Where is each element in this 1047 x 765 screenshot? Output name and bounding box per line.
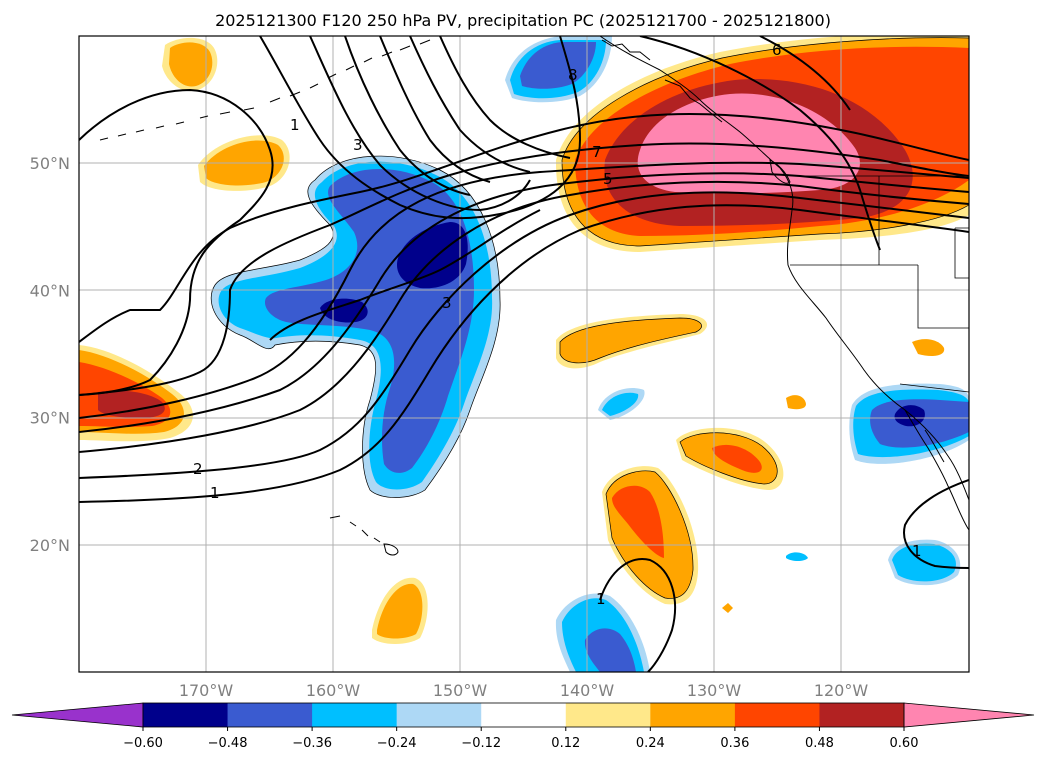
aleutian-west — [99, 107, 255, 141]
negative-area-30n-blue — [602, 392, 639, 416]
pv-contour-sw-loop — [599, 558, 676, 672]
pv-contour-upper-4 — [379, 36, 491, 183]
contour-label: 8 — [568, 66, 578, 84]
colorbar-label: 0.12 — [551, 736, 580, 751]
positive-area-calcoast — [912, 339, 945, 356]
mexico-border — [899, 383, 969, 393]
lon-tick-label: 150°W — [433, 681, 488, 700]
map-title: 2025121300 F120 250 hPa PV, precipitatio… — [215, 11, 831, 30]
pv-contour-7 — [79, 113, 969, 343]
lat-tick-label: 50°N — [30, 154, 70, 173]
hawaii-islands — [329, 515, 399, 556]
mexico-coast — [947, 485, 969, 531]
colorbar-segment — [819, 703, 905, 727]
state-border-4 — [954, 227, 969, 279]
positive-area-sw-orange — [377, 583, 423, 639]
baja-coast — [904, 409, 949, 487]
longitude-labels: 170°W 160°W 150°W 140°W 130°W 120°W — [179, 681, 869, 700]
lon-tick-label: 130°W — [687, 681, 742, 700]
shading-outlines — [210, 37, 969, 599]
pv-contour-upper-6 — [439, 36, 571, 159]
negative-area-south-royal — [584, 628, 636, 672]
lat-tick-label: 30°N — [30, 409, 70, 428]
colorbar-segment — [650, 703, 736, 727]
colorbar-label: −0.36 — [292, 736, 332, 751]
contour-label: 1 — [596, 590, 606, 608]
lat-tick-label: 20°N — [30, 536, 70, 555]
pv-contour-ne-1 — [639, 36, 881, 251]
colorbar-segment — [565, 703, 651, 727]
colorbar-segment — [312, 703, 398, 727]
pv-contour-9 — [269, 209, 541, 341]
positive-area-west-darkred — [98, 390, 165, 418]
contour-label: 1 — [210, 484, 220, 502]
negative-area-north-royal — [520, 42, 596, 89]
colorbar-segment — [227, 703, 313, 727]
coastlines — [99, 36, 969, 556]
lon-tick-label: 140°W — [560, 681, 615, 700]
colorbar-border — [142, 702, 905, 728]
positive-area-27n-red — [712, 444, 762, 473]
colorbar-label: 0.48 — [805, 736, 834, 751]
colorbar-segment — [481, 703, 567, 727]
precip-shading — [79, 36, 969, 672]
contour-label: 3 — [442, 294, 452, 312]
pv-contour-4 — [79, 172, 969, 433]
contour-labels: 2 1 3 3 1 6 7 5 8 1 1 — [193, 41, 922, 608]
colorbar-segment — [143, 703, 229, 727]
pv-contour-upper-3 — [344, 36, 471, 196]
positive-area-pnw-pink — [637, 93, 860, 194]
gridlines — [79, 36, 969, 672]
pv-contour-1 — [79, 204, 969, 503]
lat-tick-label: 40°N — [30, 281, 70, 300]
colorbar-label: 0.36 — [720, 736, 749, 751]
map-content: 2 1 3 3 1 6 7 5 8 1 1 — [79, 36, 969, 672]
colorbar: −0.60 −0.48 −0.36 −0.24 −0.12 0.12 0.24 0.36 0.4… — [11, 702, 1035, 751]
pv-contour-5 — [79, 161, 969, 419]
pv-contour-3 — [79, 180, 969, 453]
colorbar-segment — [734, 703, 820, 727]
latitude-labels: 20°N 30°N 40°N 50°N — [30, 154, 70, 555]
lon-tick-label: 120°W — [814, 681, 869, 700]
colorbar-label: 0.24 — [636, 736, 665, 751]
pv-contour-upper-1 — [259, 36, 582, 220]
contour-label: 1 — [290, 116, 300, 134]
contour-label: 3 — [353, 136, 363, 154]
pv-contour-ne-2 — [759, 36, 851, 111]
contour-label: 2 — [193, 460, 203, 478]
colorbar-extend-max — [903, 702, 1035, 728]
colorbar-label: −0.60 — [123, 736, 163, 751]
colorbar-label: 0.60 — [890, 736, 919, 751]
colorbar-label: −0.24 — [377, 736, 417, 751]
contour-label: 5 — [603, 170, 613, 188]
contour-label: 7 — [592, 143, 602, 161]
positive-area-small-30n — [786, 395, 806, 410]
lon-tick-label: 160°W — [306, 681, 361, 700]
positive-area-35n-orange — [560, 318, 702, 363]
contour-label: 6 — [772, 41, 782, 59]
pv-contours — [79, 36, 969, 672]
pv-contour-6 — [79, 142, 969, 396]
lon-tick-label: 170°W — [179, 681, 234, 700]
colorbar-label: −0.48 — [208, 736, 248, 751]
colorbar-label: −0.12 — [461, 736, 501, 751]
pv-contour-upper-5 — [409, 36, 531, 173]
map-frame — [78, 35, 970, 673]
colorbar-extend-min — [11, 702, 144, 728]
positive-area-nw-orange — [169, 42, 213, 87]
pv-contour-8 — [79, 88, 274, 396]
negative-area-se-small — [786, 552, 808, 561]
positive-area-20n-red — [612, 485, 664, 558]
vancouver-island — [769, 159, 791, 184]
coastline-detail-1 — [601, 39, 651, 61]
positive-dot — [722, 603, 733, 613]
colorbar-segment — [396, 703, 482, 727]
pv-contour-se-loop — [903, 479, 969, 569]
state-border-3 — [917, 265, 969, 329]
pv-contour-2 — [79, 191, 969, 479]
contour-label: 1 — [912, 542, 922, 560]
pv-contour-upper-2 — [309, 36, 531, 212]
